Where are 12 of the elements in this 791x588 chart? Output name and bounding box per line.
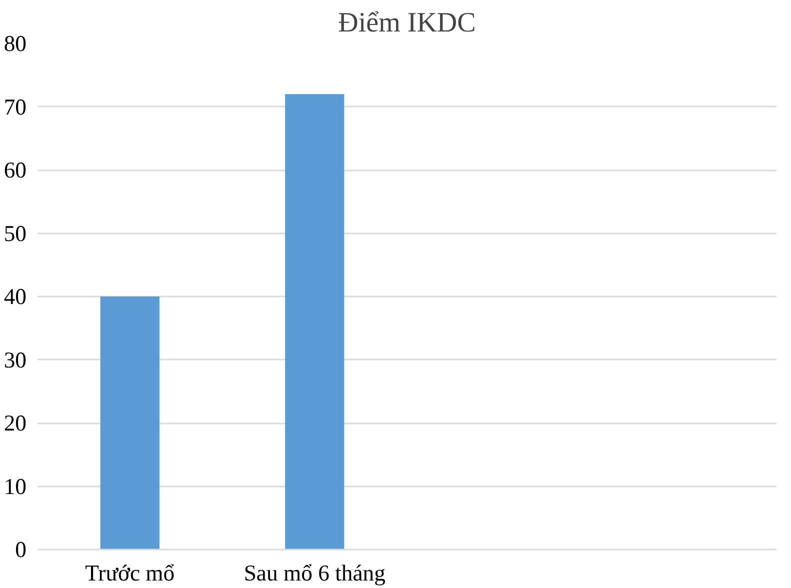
y-tick-label: 50 [4, 220, 26, 246]
x-tick-label: Sau mổ 6 tháng [244, 560, 386, 586]
y-tick-label: 0 [15, 537, 26, 562]
y-tick-label: 30 [4, 347, 26, 372]
chart-title: Điểm IKDC [338, 8, 476, 38]
y-tick-label: 20 [4, 410, 26, 436]
y-tick-label: 80 [4, 31, 26, 56]
y-tick-label: 70 [4, 94, 26, 120]
y-tick-label: 10 [4, 474, 26, 499]
y-tick-label: 60 [4, 158, 26, 182]
x-tick-label: Trước mổ [85, 560, 175, 586]
y-tick-label: 40 [4, 284, 26, 309]
